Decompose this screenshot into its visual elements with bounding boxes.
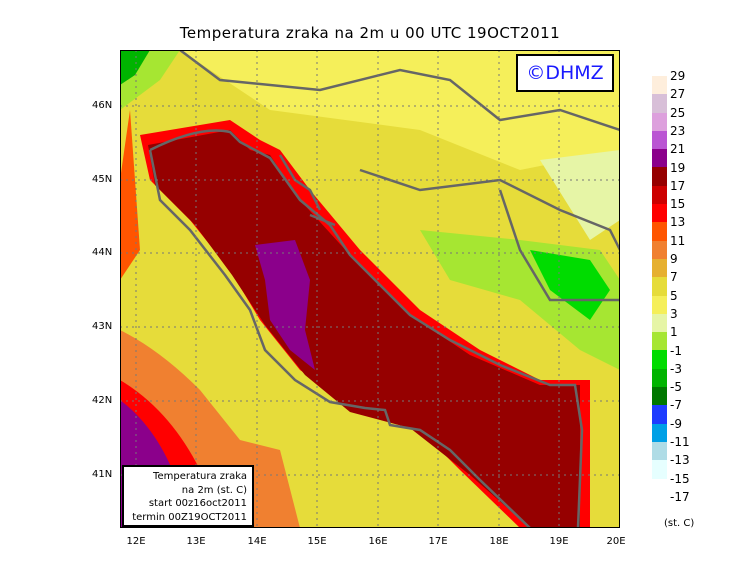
legend-value: 27 [670,87,686,102]
lon-label: 14E [247,536,267,547]
adriatic-warmest-area [255,240,315,370]
lon-label: 19E [549,536,569,547]
legend-value: 23 [670,123,686,138]
legend-value: 1 [670,325,678,340]
legend-value: 13 [670,215,686,230]
info-line: termin 00Z19OCT2011 [132,511,247,523]
lon-label: 16E [368,536,388,547]
legend-swatch [652,130,667,150]
lat-label: 41N [92,469,113,480]
legend-value: 7 [670,270,678,285]
lon-label: 12E [126,536,146,547]
po-valley-warm [120,110,140,280]
legend-swatch [652,240,667,259]
coastlines [148,50,620,528]
lat-label: 46N [92,100,113,111]
legend-swatch [652,460,667,479]
legend-value: 25 [670,105,686,120]
legend-unit: (st. C) [664,518,695,529]
legend-swatch [652,387,667,406]
adriatic-sea [148,130,580,528]
legend-value: 19 [670,160,686,175]
graticule [120,50,620,528]
lon-label: 18E [489,536,509,547]
legend-swatch [652,423,667,442]
info-line: na 2m (st. C) [181,484,247,496]
legend-value: -11 [670,435,690,449]
legend-value: -3 [670,361,682,376]
legend-value: 29 [670,69,686,83]
legend-swatch [652,112,667,131]
legend-swatch [652,350,667,369]
temperature-map [120,50,620,528]
legend-value: 11 [670,233,686,248]
dhmz-logo: ©DHMZ [516,54,614,92]
mountain-cold-area [530,250,610,320]
pannonian-area [180,50,620,170]
lat-label: 45N [92,174,113,185]
east-mild-area [540,150,620,240]
legend-value: -15 [670,471,690,486]
legend-value: -17 [670,489,690,504]
legend-value: 9 [670,252,678,266]
legend-swatch [652,277,667,296]
legend-value: -1 [670,343,682,358]
legend-swatch [652,204,667,223]
legend-swatch [652,167,667,186]
map-title: Temperatura zraka na 2m u 00 UTC 19OCT20… [179,24,561,42]
legend-value: -13 [670,453,690,468]
info-line: start 00z16oct2011 [148,498,247,509]
legend-value: 15 [670,197,686,212]
alps-coldest-area [120,50,150,85]
legend-swatch [652,149,667,168]
legend-value: 5 [670,288,678,303]
legend-swatch [652,295,667,314]
legend-value: 21 [670,142,686,157]
legend-swatch [652,185,667,205]
info-box: Temperatura zraka na 2m (st. C) start 00… [122,465,254,527]
legend-value: -5 [670,380,682,395]
lon-label: 13E [186,536,206,547]
lon-label: 15E [307,536,327,547]
legend-swatch [652,76,667,95]
legend-value: 3 [670,306,678,321]
legend-value: 17 [670,178,686,193]
lat-label: 44N [92,247,113,258]
info-line: Temperatura zraka [153,471,247,482]
lon-label: 20E [606,536,626,547]
legend-swatch [652,94,667,113]
legend-swatch [652,405,667,424]
legend-swatch [652,222,667,241]
lon-label: 17E [428,536,448,547]
lat-label: 43N [92,321,113,332]
legend-swatch [652,441,667,461]
color-legend [652,76,667,479]
legend-swatch [652,258,667,278]
legend-swatch [652,368,667,388]
legend-value: -7 [670,398,682,413]
legend-value: -9 [670,416,682,431]
lat-label: 42N [92,395,113,406]
legend-swatch [652,332,667,351]
legend-swatch [652,313,667,333]
